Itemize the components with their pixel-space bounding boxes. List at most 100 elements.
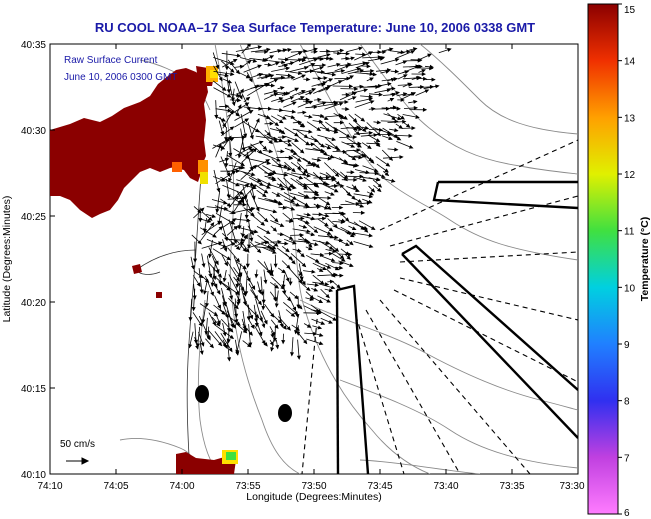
- current-vector-head: [345, 107, 350, 112]
- current-vector-head: [368, 233, 373, 238]
- current-vector-shaft: [232, 183, 249, 200]
- current-vector-head: [275, 344, 280, 350]
- current-vector-head: [272, 227, 278, 232]
- current-vector-head: [255, 207, 260, 212]
- current-vector-shaft: [215, 170, 236, 185]
- current-vector-head: [355, 188, 360, 193]
- current-vector-head: [230, 68, 235, 73]
- current-vector-head: [250, 172, 256, 177]
- current-vector-head: [410, 50, 416, 54]
- current-vector-head: [285, 66, 291, 71]
- current-vector-head: [275, 192, 281, 197]
- current-vector-head: [256, 248, 262, 254]
- current-vector-shaft: [234, 226, 258, 233]
- current-vector-head: [311, 88, 317, 92]
- current-vector-shaft: [256, 151, 281, 162]
- current-vector-shaft: [225, 71, 230, 93]
- current-vector-head: [244, 102, 250, 107]
- current-vector-head: [339, 273, 344, 278]
- current-vector-head: [280, 186, 286, 191]
- current-vector-head: [389, 98, 395, 102]
- current-vector-head: [301, 280, 306, 286]
- current-vector-head: [267, 106, 273, 111]
- current-vector-head: [234, 319, 239, 324]
- current-vector-head: [198, 218, 203, 223]
- current-vector-shaft: [228, 81, 235, 106]
- current-vector-head: [226, 93, 232, 98]
- current-vector-head: [224, 66, 229, 71]
- current-vector-shaft: [248, 324, 251, 346]
- current-vector-shaft: [241, 192, 252, 212]
- current-vector-head: [236, 298, 241, 304]
- current-vector-head: [386, 88, 392, 93]
- current-vector-head: [241, 196, 246, 201]
- current-vector-head: [416, 64, 421, 69]
- colorbar-tick-label: 11: [624, 227, 635, 238]
- current-vector-head: [196, 282, 201, 287]
- current-vector-head: [402, 60, 408, 65]
- current-vector-head: [256, 178, 262, 183]
- current-vector-head: [257, 300, 262, 306]
- current-vector-head: [269, 271, 273, 276]
- x-tick-label: 73:45: [367, 481, 392, 492]
- current-vector-head: [368, 94, 374, 99]
- current-vector-head: [429, 64, 435, 69]
- current-vector-head: [214, 260, 219, 266]
- current-vector-shaft: [245, 270, 248, 295]
- current-vector-head: [274, 284, 280, 289]
- current-vector-head: [370, 226, 376, 230]
- current-vector-head: [380, 56, 386, 61]
- current-vector-head: [242, 291, 247, 297]
- current-vector-head: [268, 149, 274, 154]
- current-vector-head: [313, 228, 319, 234]
- current-vector-head: [246, 106, 251, 112]
- current-vector-shaft: [206, 239, 227, 248]
- current-vector-head: [218, 226, 223, 231]
- current-vector-head: [338, 102, 344, 107]
- current-vector-head: [273, 296, 278, 302]
- current-vector-head: [273, 89, 278, 94]
- current-vector-head: [303, 185, 308, 190]
- current-vector-head: [329, 279, 335, 284]
- current-vector-head: [369, 77, 374, 82]
- current-vector-head: [422, 76, 428, 81]
- current-vector-head: [356, 125, 361, 130]
- current-vector-head: [270, 83, 276, 88]
- current-vector-head: [412, 47, 418, 52]
- current-vector-head: [396, 106, 401, 111]
- current-vector-head: [405, 123, 411, 128]
- current-vector-head: [394, 147, 399, 152]
- current-vector-head: [336, 147, 341, 151]
- current-vector-head: [273, 263, 278, 268]
- current-vector-head: [266, 184, 271, 189]
- current-vector-head: [384, 168, 389, 173]
- current-vector-head: [252, 148, 258, 153]
- current-vector-head: [329, 154, 335, 159]
- current-vector-head: [296, 157, 302, 162]
- current-vector-head: [366, 64, 371, 69]
- sst-warm-patches: [172, 66, 238, 464]
- current-vector-head: [278, 137, 284, 142]
- current-vector-shaft: [317, 103, 338, 107]
- current-vector-head: [253, 229, 259, 234]
- current-vector-head: [318, 341, 324, 346]
- current-vector-head: [206, 335, 211, 340]
- current-vector-shaft: [229, 207, 255, 214]
- current-vector-head: [378, 92, 384, 97]
- current-vector-head: [306, 229, 311, 234]
- current-vector-head: [315, 203, 321, 208]
- current-vector-head: [306, 286, 311, 292]
- land-sandy-hook: [176, 156, 202, 182]
- current-vector-head: [309, 297, 315, 302]
- current-vector-head: [263, 319, 268, 325]
- current-vector-head: [242, 329, 248, 334]
- current-vector-head: [279, 223, 285, 227]
- current-vector-head: [343, 174, 349, 180]
- x-axis-label: Longitude (Degrees:Minutes): [246, 491, 381, 503]
- current-vector-head: [329, 56, 334, 61]
- current-vector-head: [272, 209, 278, 214]
- current-vector-head: [399, 155, 404, 160]
- current-vector-head: [339, 48, 345, 53]
- current-vector-head: [375, 138, 381, 143]
- current-vector-head: [360, 210, 366, 215]
